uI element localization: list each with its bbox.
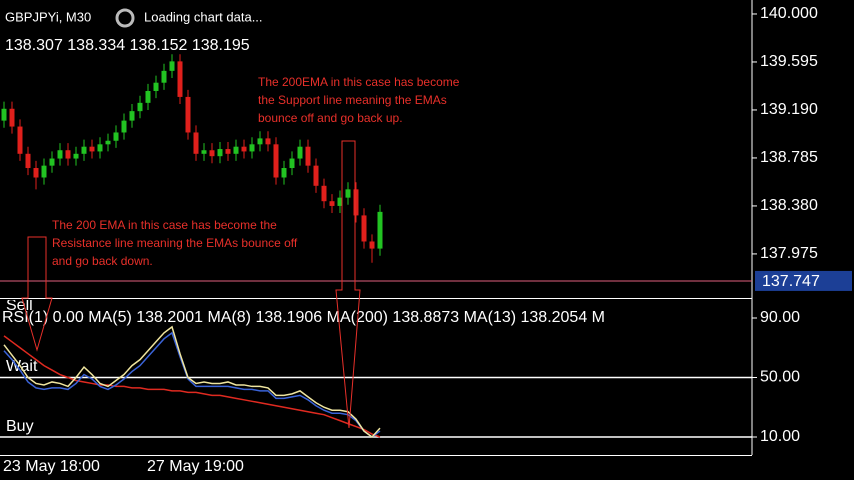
current-price-label: 137.747 xyxy=(762,273,820,290)
candle-body xyxy=(81,146,87,154)
candle-body xyxy=(1,108,7,121)
candle-body xyxy=(369,241,375,249)
level-label: Buy xyxy=(6,418,34,435)
y-tick-label: 90.00 xyxy=(760,309,800,326)
candle-body xyxy=(17,126,23,154)
candle-body xyxy=(289,158,295,169)
candle-body xyxy=(313,165,319,186)
ohlc: 138.307 138.334 138.152 138.195 xyxy=(5,37,250,54)
candle-body xyxy=(161,70,167,83)
annotation: the Support line meaning the EMAs xyxy=(258,93,447,107)
candle-body xyxy=(153,82,159,91)
status: Loading chart data... xyxy=(144,9,263,24)
candle-body xyxy=(33,168,39,178)
candle-body xyxy=(145,90,151,103)
candle-body xyxy=(361,215,367,242)
candle-body xyxy=(185,96,191,133)
candle-body xyxy=(169,61,175,71)
annotation: and go back down. xyxy=(52,254,153,268)
x-label: 27 May 19:00 xyxy=(147,458,244,475)
indicator-line xyxy=(3,335,381,438)
current-price-box xyxy=(755,270,852,291)
indicator-title-clip: RSI(1) 0.00 MA(5) 138.2001 MA(8) 138.190… xyxy=(2,309,605,326)
candle-body xyxy=(321,185,327,202)
candle-body xyxy=(353,189,359,216)
candle-body xyxy=(201,150,207,154)
candle-body xyxy=(41,165,47,178)
candle-body xyxy=(9,108,15,127)
candle-body xyxy=(57,150,63,159)
candle-body xyxy=(329,201,335,206)
indicator-title: RSI(1) 0.00 MA(5) 138.2001 MA(8) 138.190… xyxy=(2,309,605,326)
candle-body xyxy=(233,146,239,154)
candle-body xyxy=(209,150,215,157)
y-tick-label: 138.785 xyxy=(760,149,818,166)
candle-body xyxy=(225,149,231,154)
symbol: GBPJPYi, M30 xyxy=(5,9,91,24)
candle-body xyxy=(337,197,343,206)
arrow xyxy=(21,236,53,352)
candle-body xyxy=(265,138,271,145)
candle-body xyxy=(377,211,383,249)
candle-body xyxy=(65,150,71,159)
candle-body xyxy=(25,153,31,169)
candle-body xyxy=(137,102,143,112)
candle-body xyxy=(305,146,311,166)
y-tick-label: 137.975 xyxy=(760,245,818,262)
indicator-line xyxy=(3,325,381,439)
arrow xyxy=(335,140,361,429)
candle-body xyxy=(97,144,103,152)
x-label: 23 May 18:00 xyxy=(3,458,100,475)
candle-body xyxy=(105,140,111,145)
y-tick-label: 50.00 xyxy=(760,369,800,386)
candle-body xyxy=(73,153,79,159)
candle-body xyxy=(281,168,287,178)
candle-body xyxy=(249,144,255,152)
candle-body xyxy=(49,158,55,166)
candle-body xyxy=(129,111,135,121)
y-tick-label: 139.190 xyxy=(760,101,818,118)
annotation: Resistance line meaning the EMAs bounce … xyxy=(52,236,298,250)
candle-body xyxy=(193,132,199,154)
candle-body xyxy=(121,120,127,133)
candle-body xyxy=(113,132,119,141)
loading-spinner xyxy=(115,8,135,28)
candle-body xyxy=(241,146,247,152)
candle-body xyxy=(89,146,95,152)
y-tick-label: 140.000 xyxy=(760,5,818,22)
y-tick-label: 10.00 xyxy=(760,428,800,445)
candle-body xyxy=(345,189,351,198)
y-tick-label: 138.380 xyxy=(760,197,818,214)
candle-body xyxy=(257,138,263,145)
annotation: The 200EMA in this case has become xyxy=(258,75,460,89)
candle-body xyxy=(177,61,183,97)
indicator-line xyxy=(3,331,381,438)
candle-body xyxy=(297,146,303,159)
candle-body xyxy=(217,149,223,157)
y-tick-label: 139.595 xyxy=(760,53,818,70)
annotation: The 200 EMA in this case has become the xyxy=(52,218,277,232)
annotation: bounce off and go back up. xyxy=(258,111,403,125)
candle-body xyxy=(273,144,279,178)
